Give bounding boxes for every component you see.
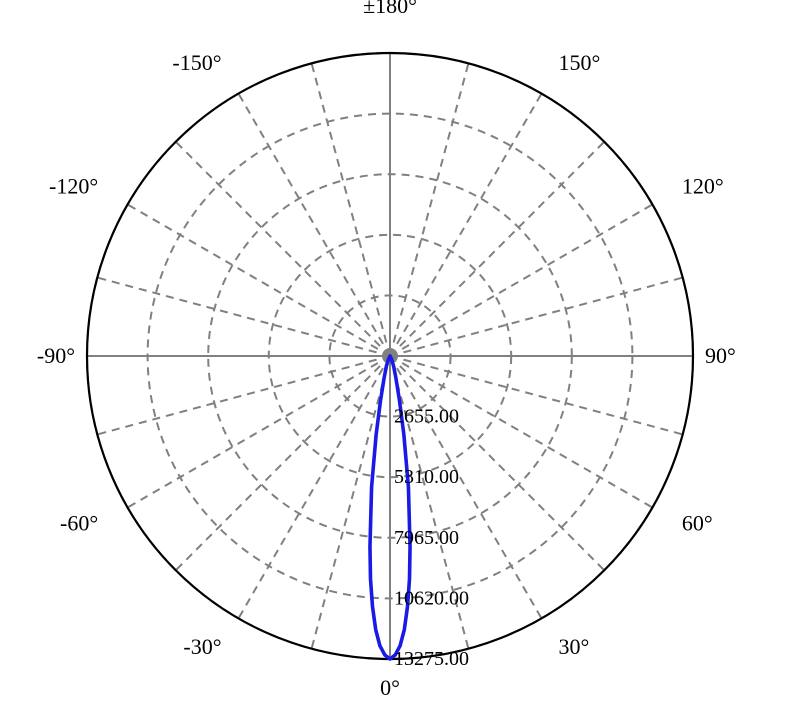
spoke [97, 278, 390, 356]
spoke [390, 278, 683, 356]
ring-label: 10620.00 [394, 587, 469, 609]
spoke [128, 356, 390, 508]
ring-label: 7965.00 [394, 527, 459, 549]
spoke [390, 94, 542, 356]
angle-label: -150° [172, 50, 221, 75]
angle-label: 120° [682, 174, 724, 199]
spoke [239, 356, 391, 618]
angle-label: ±180° [363, 0, 417, 18]
spoke [176, 356, 390, 570]
angle-label: -60° [60, 511, 98, 536]
angle-label: 90° [705, 343, 736, 368]
angle-label: 0° [380, 675, 400, 700]
spoke [390, 142, 604, 356]
spoke [239, 94, 391, 356]
spoke [128, 205, 390, 357]
polar-chart: 2655.00 5310.00 7965.00 10620.00 13275.00 0°… [0, 0, 790, 715]
ring-label: 5310.00 [394, 466, 459, 488]
spoke [390, 63, 468, 356]
ring-label: 13275.00 [394, 648, 469, 670]
spoke [312, 356, 390, 649]
spoke [390, 205, 652, 357]
angle-label: -90° [37, 343, 75, 368]
ring-label: 2655.00 [394, 406, 459, 428]
angle-label: 60° [682, 511, 713, 536]
spoke [97, 356, 390, 434]
spoke [312, 63, 390, 356]
angle-label: -120° [49, 174, 98, 199]
angle-label: 30° [559, 634, 590, 659]
angle-label: 150° [559, 50, 601, 75]
spoke [176, 142, 390, 356]
angle-label: -30° [183, 634, 221, 659]
